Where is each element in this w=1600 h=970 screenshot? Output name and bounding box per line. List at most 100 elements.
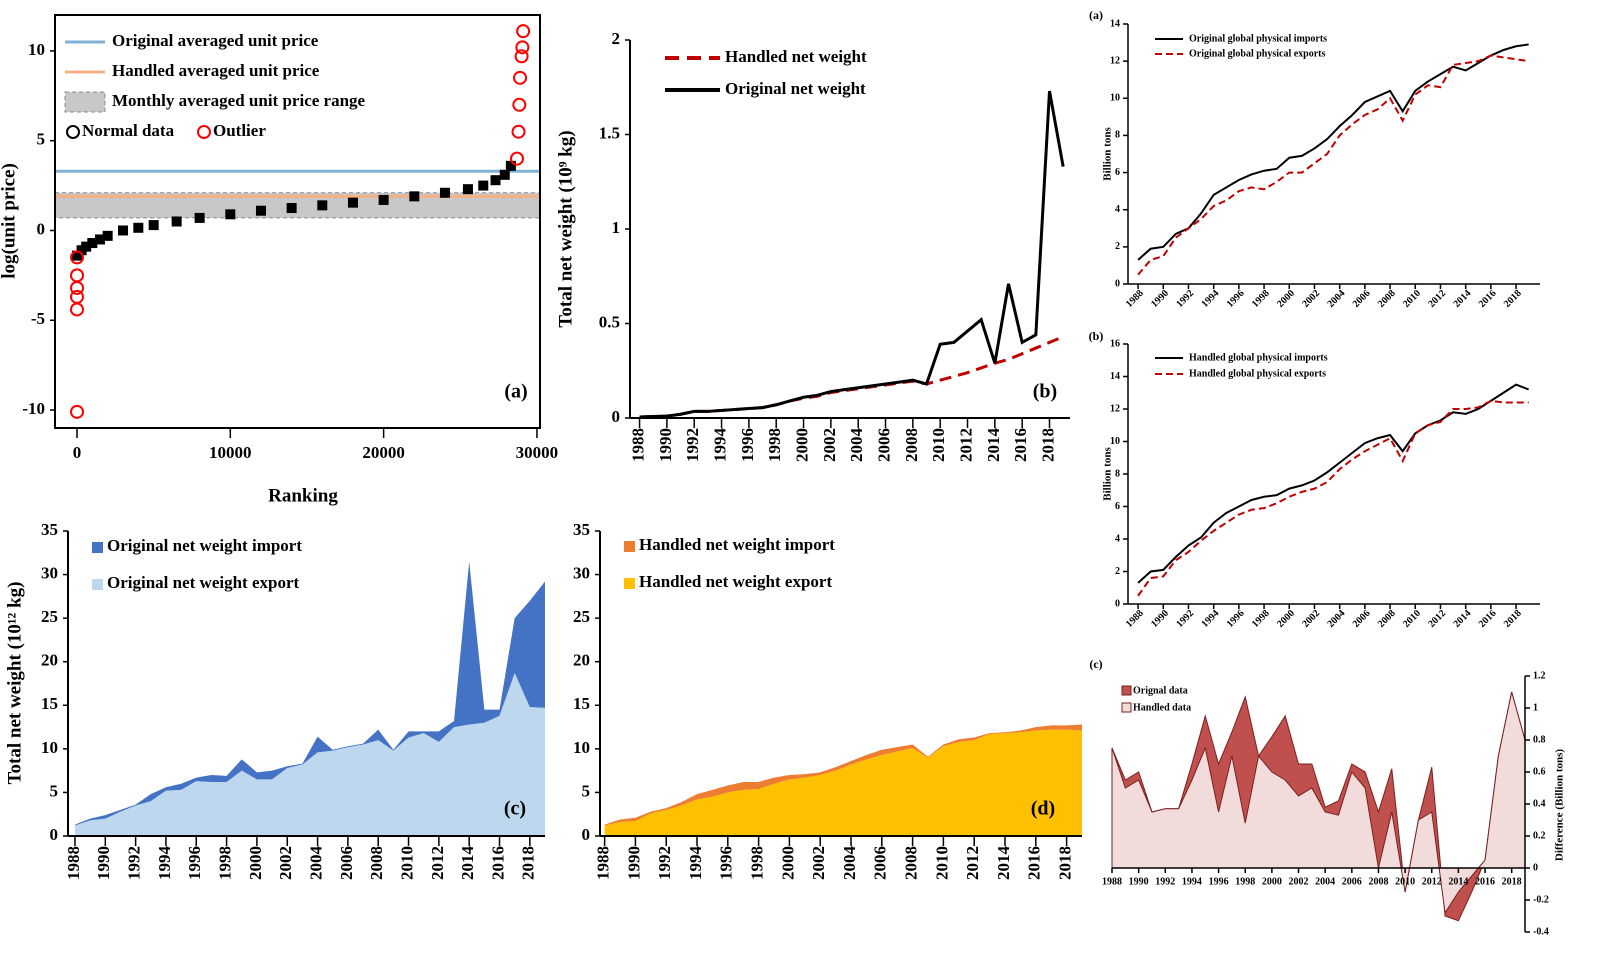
- y-tick-label: 0.5: [599, 312, 620, 331]
- x-tick-label: 1998: [1235, 876, 1255, 887]
- panel-label: (b): [1033, 381, 1057, 403]
- point: [70, 268, 85, 283]
- y-tick-label: 25: [41, 607, 58, 626]
- y-tick-label: -5: [31, 309, 45, 328]
- x-tick-label: 2012: [963, 846, 982, 880]
- x-tick-label: 2014: [1451, 608, 1473, 630]
- point: [478, 180, 489, 191]
- point: [102, 230, 113, 241]
- x-tick-label: 1990: [1149, 608, 1171, 630]
- point: [72, 250, 83, 261]
- point: [133, 222, 144, 233]
- line: [1137, 383, 1530, 584]
- x-tick-label: 2000: [1275, 608, 1297, 630]
- x-tick-label: 2000: [778, 846, 797, 880]
- panel-label: (c): [504, 798, 526, 820]
- legend-swatch: [64, 91, 106, 113]
- point: [490, 175, 501, 186]
- y-tick-label: 30: [41, 563, 58, 582]
- x-tick-label: 10000: [209, 443, 252, 462]
- point: [347, 197, 358, 208]
- x-tick-label: 2000: [246, 846, 265, 880]
- x-tick-label: 2002: [1300, 288, 1322, 310]
- legend-label: Original global physical imports: [1189, 33, 1327, 44]
- line: [639, 335, 1064, 419]
- y-tick-label: 0: [1115, 278, 1120, 289]
- legend-label: Handled data: [1133, 702, 1191, 713]
- y-tick-label: 6: [1115, 167, 1120, 178]
- point: [514, 49, 529, 64]
- legend-swatch: [197, 125, 211, 139]
- point: [515, 40, 530, 55]
- x-tick-label: 1994: [710, 428, 729, 463]
- x-tick-label: 2002: [1289, 876, 1309, 887]
- y-tick-label: 1.2: [1533, 670, 1546, 681]
- y-tick-label: 4: [1115, 533, 1120, 544]
- legend-label: Monthly averaged unit price range: [112, 91, 366, 110]
- legend-swatch: [66, 125, 80, 139]
- panel-label: (a): [1089, 8, 1103, 22]
- point: [70, 289, 85, 304]
- y-axis-label: Billion tons: [1102, 447, 1114, 501]
- y-tick-label: 10: [1110, 93, 1120, 104]
- x-tick-label: 1996: [1209, 876, 1229, 887]
- legend-label: Original net weight: [725, 79, 866, 98]
- x-tick-label: 1996: [1225, 288, 1247, 310]
- point: [462, 184, 473, 195]
- legend-label: Original net weight import: [107, 536, 302, 555]
- point: [70, 404, 85, 419]
- y-tick-label: 1: [1533, 702, 1538, 713]
- legend-swatch: [92, 542, 103, 553]
- legend-swatch: [1121, 685, 1132, 696]
- x-tick-label: 2002: [820, 428, 839, 462]
- x-tick-label: 1994: [155, 846, 174, 881]
- y-tick-label: 14: [1110, 18, 1120, 29]
- y-axis-label: log(unit price): [0, 163, 19, 279]
- x-tick-label: 2018: [1502, 876, 1522, 887]
- point: [505, 160, 516, 171]
- point: [94, 234, 105, 245]
- y-axis-label: Total net weight (10¹² kg): [4, 582, 25, 785]
- legend-label: Handled net weight export: [639, 572, 832, 591]
- area: [74, 673, 545, 836]
- x-tick-label: 2004: [847, 428, 866, 463]
- line: [639, 90, 1065, 419]
- x-tick-label: 1994: [1200, 288, 1222, 310]
- panel-label: (d): [1031, 798, 1055, 820]
- point: [70, 280, 85, 295]
- y-tick-label: 10: [41, 738, 58, 757]
- x-tick-label: 1992: [1155, 876, 1175, 887]
- x-tick-label: 1990: [624, 846, 643, 880]
- y-tick-label: 5: [582, 781, 591, 800]
- point: [378, 194, 389, 205]
- x-tick-label: 2018: [1056, 846, 1075, 880]
- y-tick-label: 0.8: [1533, 734, 1546, 745]
- x-tick-label: 2006: [874, 428, 893, 462]
- x-tick-label: 2010: [1401, 288, 1423, 310]
- x-tick-label: 1990: [656, 428, 675, 462]
- x-tick-label: 2018: [519, 846, 538, 880]
- y-tick-label: 8: [1115, 130, 1120, 141]
- x-tick-label: 2004: [1325, 288, 1347, 310]
- y-tick-label: 10: [1110, 436, 1120, 447]
- y-tick-label: 16: [1110, 338, 1120, 349]
- point: [510, 151, 525, 166]
- legend-swatch: [92, 579, 103, 590]
- x-tick-label: 1996: [738, 428, 757, 462]
- y-tick-label: 0.2: [1533, 830, 1546, 841]
- x-tick-label: 2002: [809, 846, 828, 880]
- y-tick-label: 12: [1110, 55, 1120, 66]
- point: [516, 24, 531, 39]
- x-tick-label: 2008: [1376, 288, 1398, 310]
- x-tick-label: 2002: [1300, 608, 1322, 630]
- x-tick-label: 1994: [686, 846, 705, 881]
- legend-label: Handled net weight: [725, 47, 867, 66]
- point: [171, 216, 182, 227]
- x-tick-label: 1992: [683, 428, 702, 462]
- x-tick-label: 1994: [1200, 608, 1222, 630]
- y-tick-label: 2: [612, 29, 621, 48]
- x-tick-label: 1990: [1129, 876, 1149, 887]
- point: [513, 70, 528, 85]
- x-tick-label: 2010: [397, 846, 416, 880]
